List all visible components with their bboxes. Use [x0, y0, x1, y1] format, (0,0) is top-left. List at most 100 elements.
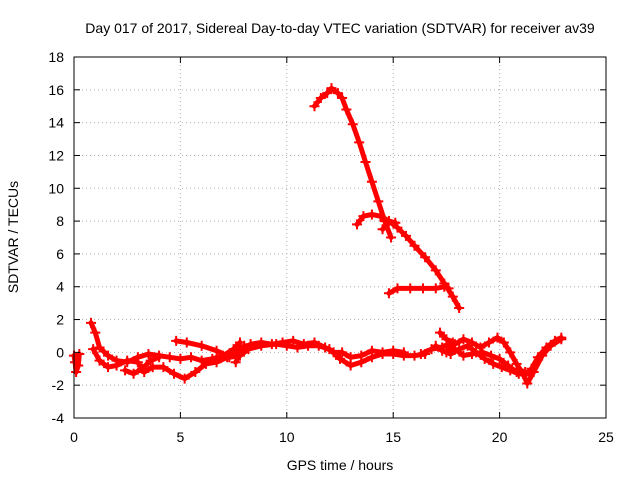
- data-series: [69, 83, 567, 389]
- data-point: [373, 196, 384, 207]
- y-tick-label: 10: [48, 180, 64, 196]
- data-point: [513, 368, 524, 379]
- data-point: [445, 349, 456, 360]
- x-tick-label: 20: [492, 429, 508, 445]
- data-point: [237, 345, 248, 356]
- data-point: [200, 358, 211, 369]
- data-point: [320, 342, 331, 353]
- y-tick-label: 0: [56, 344, 64, 360]
- data-point: [471, 347, 482, 358]
- y-axis-label: SDTVAR / TECUs: [5, 181, 21, 293]
- x-tick-label: 10: [279, 429, 295, 445]
- data-point: [309, 101, 320, 112]
- series-track-h: [354, 212, 462, 311]
- data-point: [128, 368, 139, 379]
- data-point: [328, 347, 339, 358]
- data-point: [520, 367, 531, 378]
- data-point: [337, 93, 348, 104]
- data-point: [388, 345, 399, 356]
- data-point: [169, 368, 180, 379]
- data-point: [181, 337, 192, 348]
- data-point: [420, 252, 431, 263]
- data-point: [537, 350, 548, 361]
- data-point: [454, 303, 465, 314]
- data-point: [309, 337, 320, 348]
- x-axis-label: GPS time / hours: [287, 457, 394, 473]
- data-point: [435, 327, 446, 338]
- data-point: [366, 209, 377, 220]
- data-point: [154, 352, 165, 363]
- data-point: [409, 240, 420, 251]
- data-point: [211, 357, 222, 368]
- data-point: [224, 352, 235, 363]
- y-tick-label: -4: [52, 410, 65, 426]
- y-tick-label: 16: [48, 82, 64, 98]
- data-point: [462, 340, 473, 351]
- data-point: [383, 288, 394, 299]
- data-point: [74, 349, 85, 360]
- data-point: [143, 349, 154, 360]
- data-point: [366, 176, 377, 187]
- data-point: [556, 334, 567, 345]
- data-point: [443, 283, 454, 294]
- data-point: [86, 317, 97, 328]
- plot-frame: [73, 56, 607, 419]
- data-point: [430, 340, 441, 351]
- x-tick-label: 0: [70, 429, 78, 445]
- data-point: [145, 355, 156, 366]
- data-point: [528, 367, 539, 378]
- data-point: [288, 335, 299, 346]
- data-point: [94, 342, 105, 353]
- data-point: [179, 373, 190, 384]
- data-point: [190, 367, 201, 378]
- data-point: [335, 353, 345, 364]
- data-point: [132, 357, 143, 368]
- data-point: [358, 211, 369, 222]
- data-point: [315, 93, 326, 104]
- data-point: [266, 339, 277, 350]
- grid-lines: [74, 57, 606, 418]
- data-point: [175, 353, 186, 364]
- data-point: [337, 347, 348, 358]
- data-point: [122, 355, 133, 366]
- data-point: [390, 217, 401, 228]
- data-point: [415, 349, 426, 360]
- data-point: [386, 232, 397, 243]
- y-tick-label: 6: [56, 246, 64, 262]
- data-point: [111, 360, 122, 371]
- data-point: [366, 345, 377, 356]
- data-point: [352, 219, 363, 230]
- data-point: [409, 350, 420, 361]
- data-point: [377, 347, 388, 358]
- data-point: [341, 104, 352, 115]
- x-tick-label: 25: [598, 429, 614, 445]
- data-point: [492, 332, 503, 343]
- data-point: [417, 283, 428, 294]
- y-tick-label: -2: [52, 377, 65, 393]
- data-point: [164, 352, 175, 363]
- data-point: [488, 358, 499, 369]
- data-point: [486, 350, 497, 361]
- data-point: [354, 137, 365, 148]
- x-tick-label: 15: [385, 429, 401, 445]
- data-point: [405, 283, 416, 294]
- data-point: [383, 216, 394, 227]
- data-point: [356, 350, 367, 361]
- data-point: [441, 334, 452, 345]
- data-point: [158, 362, 169, 373]
- data-point: [171, 335, 182, 346]
- data-point: [245, 339, 256, 350]
- data-point: [298, 339, 309, 350]
- data-point: [392, 283, 403, 294]
- data-point: [90, 327, 101, 338]
- y-tick-label: 8: [56, 213, 64, 229]
- data-point: [430, 265, 441, 276]
- y-tick-label: 14: [48, 115, 64, 131]
- data-point: [398, 347, 409, 358]
- data-point: [522, 378, 533, 389]
- data-point: [88, 344, 99, 355]
- data-point: [496, 362, 507, 373]
- data-point: [483, 337, 494, 348]
- data-point: [375, 211, 386, 222]
